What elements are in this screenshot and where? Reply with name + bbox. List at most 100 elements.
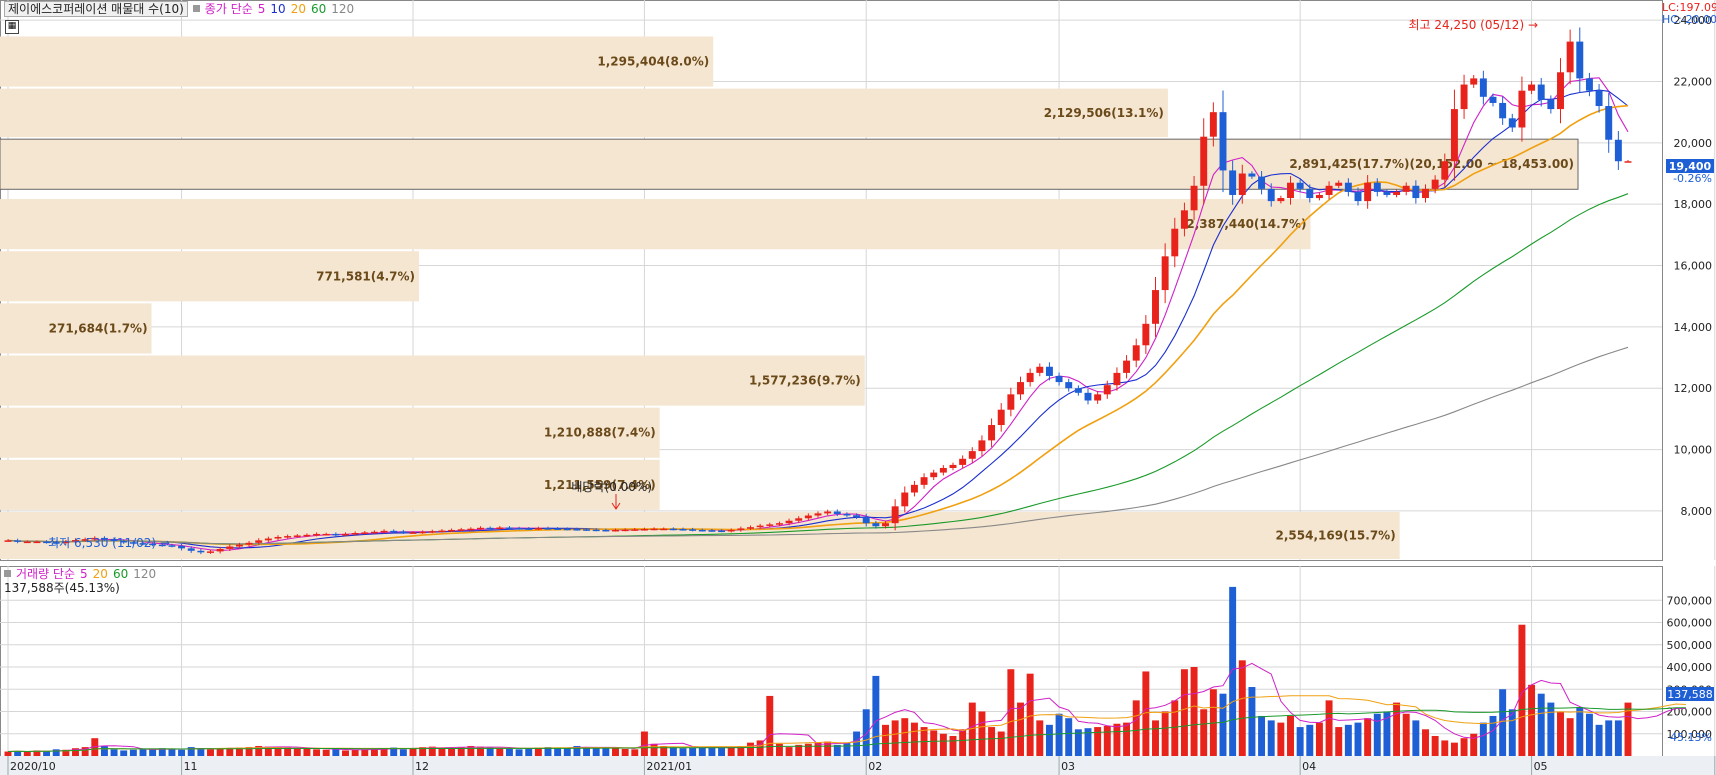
volume-bar <box>245 747 253 756</box>
volume-profile-label: 1,210,888(7.4%) <box>544 426 656 440</box>
candle-body <box>1605 106 1613 140</box>
volume-current: 137,588주(45.13%) <box>4 581 120 595</box>
volume-bar <box>785 747 793 756</box>
candle-body <box>1103 385 1111 395</box>
volume-bar <box>833 744 841 756</box>
volume-bar <box>891 720 899 756</box>
candle-body <box>612 529 619 532</box>
volume-bar <box>438 747 446 756</box>
volume-bar <box>313 749 321 756</box>
price-title[interactable]: 제이에스코퍼레이션 매물대 수(10) <box>4 1 188 17</box>
candle-body <box>467 528 475 531</box>
volume-bar <box>1422 729 1429 756</box>
volume-bar <box>1393 702 1401 756</box>
candle-body <box>419 531 427 534</box>
volume-bar <box>1547 702 1555 756</box>
candle-body <box>1595 90 1603 107</box>
volume-bar <box>100 745 108 756</box>
candle-body <box>554 528 562 530</box>
candle-body <box>1238 173 1246 195</box>
vol-ma-60: 60 <box>112 567 129 581</box>
candle-body <box>284 536 292 538</box>
volume-bar <box>978 711 986 756</box>
candle-body <box>833 511 841 514</box>
volume-profile-label: 271,684(1.7%) <box>49 321 148 335</box>
volume-bar <box>168 749 176 756</box>
volume-bar <box>1315 722 1323 756</box>
volume-bar <box>351 749 359 756</box>
candle-body <box>1074 388 1082 393</box>
vol-ma-120: 120 <box>133 567 157 581</box>
volume-profile-bar <box>0 251 420 302</box>
volume-bar <box>592 747 600 756</box>
volume-bar <box>4 751 12 756</box>
candle-body <box>1017 382 1024 395</box>
volume-bar <box>1055 713 1063 756</box>
x-axis-label: 2021/01 <box>646 760 692 773</box>
volume-bar <box>534 747 542 756</box>
volume-bar <box>747 742 754 756</box>
volume-bar <box>853 731 861 756</box>
candle-body <box>1431 179 1439 189</box>
candle-body <box>1267 188 1275 202</box>
volume-bar <box>679 748 687 756</box>
candle-body <box>727 529 735 532</box>
candle-body <box>1383 191 1391 195</box>
volume-bar <box>428 746 436 756</box>
candle-body <box>853 515 861 518</box>
volume-bar <box>814 742 822 756</box>
dividend-arrow-icon <box>611 494 621 510</box>
candle-body <box>226 546 234 549</box>
volume-bar <box>284 747 292 756</box>
volume-bar <box>380 748 388 756</box>
candle-body <box>679 529 687 531</box>
candle-body <box>274 536 282 539</box>
candle-body <box>72 540 79 542</box>
candle-body <box>1209 112 1217 137</box>
volume-bar <box>1017 702 1024 756</box>
price-tick-label: 16,000 <box>1674 260 1713 273</box>
ma-20: 20 <box>290 2 306 16</box>
candle-body <box>14 540 22 542</box>
candle-body <box>1585 78 1593 91</box>
candle-body <box>1007 394 1015 410</box>
price-legend: 제이에스코퍼레이션 매물대 수(10) 종가 단순 5 10 20 60 120 <box>4 1 359 17</box>
candle-body <box>843 513 851 516</box>
volume-bar <box>390 747 398 756</box>
candle-body <box>1557 72 1564 110</box>
candle-body <box>910 484 918 493</box>
volume-profile-bar <box>0 303 152 354</box>
candle-body <box>409 532 417 534</box>
ma20-line <box>7 104 1629 546</box>
candle-body <box>129 542 137 544</box>
volume-bar <box>457 747 465 756</box>
volume-bar <box>1557 711 1564 756</box>
price-tick-label: 10,000 <box>1674 444 1713 457</box>
volume-profile-bar <box>0 138 1579 190</box>
volume-bar <box>1036 720 1044 756</box>
candle-body <box>573 529 581 531</box>
volume-profile-label: 1,211,559(7.4%) <box>544 478 656 492</box>
volume-bar <box>660 745 668 756</box>
candle-body <box>1344 182 1352 192</box>
candle-body <box>872 523 880 527</box>
candle-body <box>1508 118 1516 128</box>
volume-profile-label: 2,891,425(17.7%)(20,152.00 ~ 18,453.00) <box>1289 157 1574 171</box>
candle-body <box>640 529 648 531</box>
volume-bar <box>1132 700 1140 756</box>
grid-settings-icon[interactable]: ▦ <box>5 20 19 34</box>
candle-body <box>534 528 542 530</box>
volume-bar <box>525 748 533 756</box>
volume-bar <box>1460 738 1468 756</box>
candle-body <box>370 531 378 534</box>
volume-profile-label: 2,129,506(13.1%) <box>1044 106 1164 120</box>
volume-bar <box>756 740 764 756</box>
candle-body <box>698 529 706 532</box>
volume-bar <box>901 718 909 756</box>
candle-body <box>775 523 783 525</box>
volume-bar <box>178 749 186 756</box>
volume-bar <box>91 738 99 756</box>
candle-body <box>525 528 533 530</box>
price-tick-label: 24,000 <box>1674 14 1713 27</box>
